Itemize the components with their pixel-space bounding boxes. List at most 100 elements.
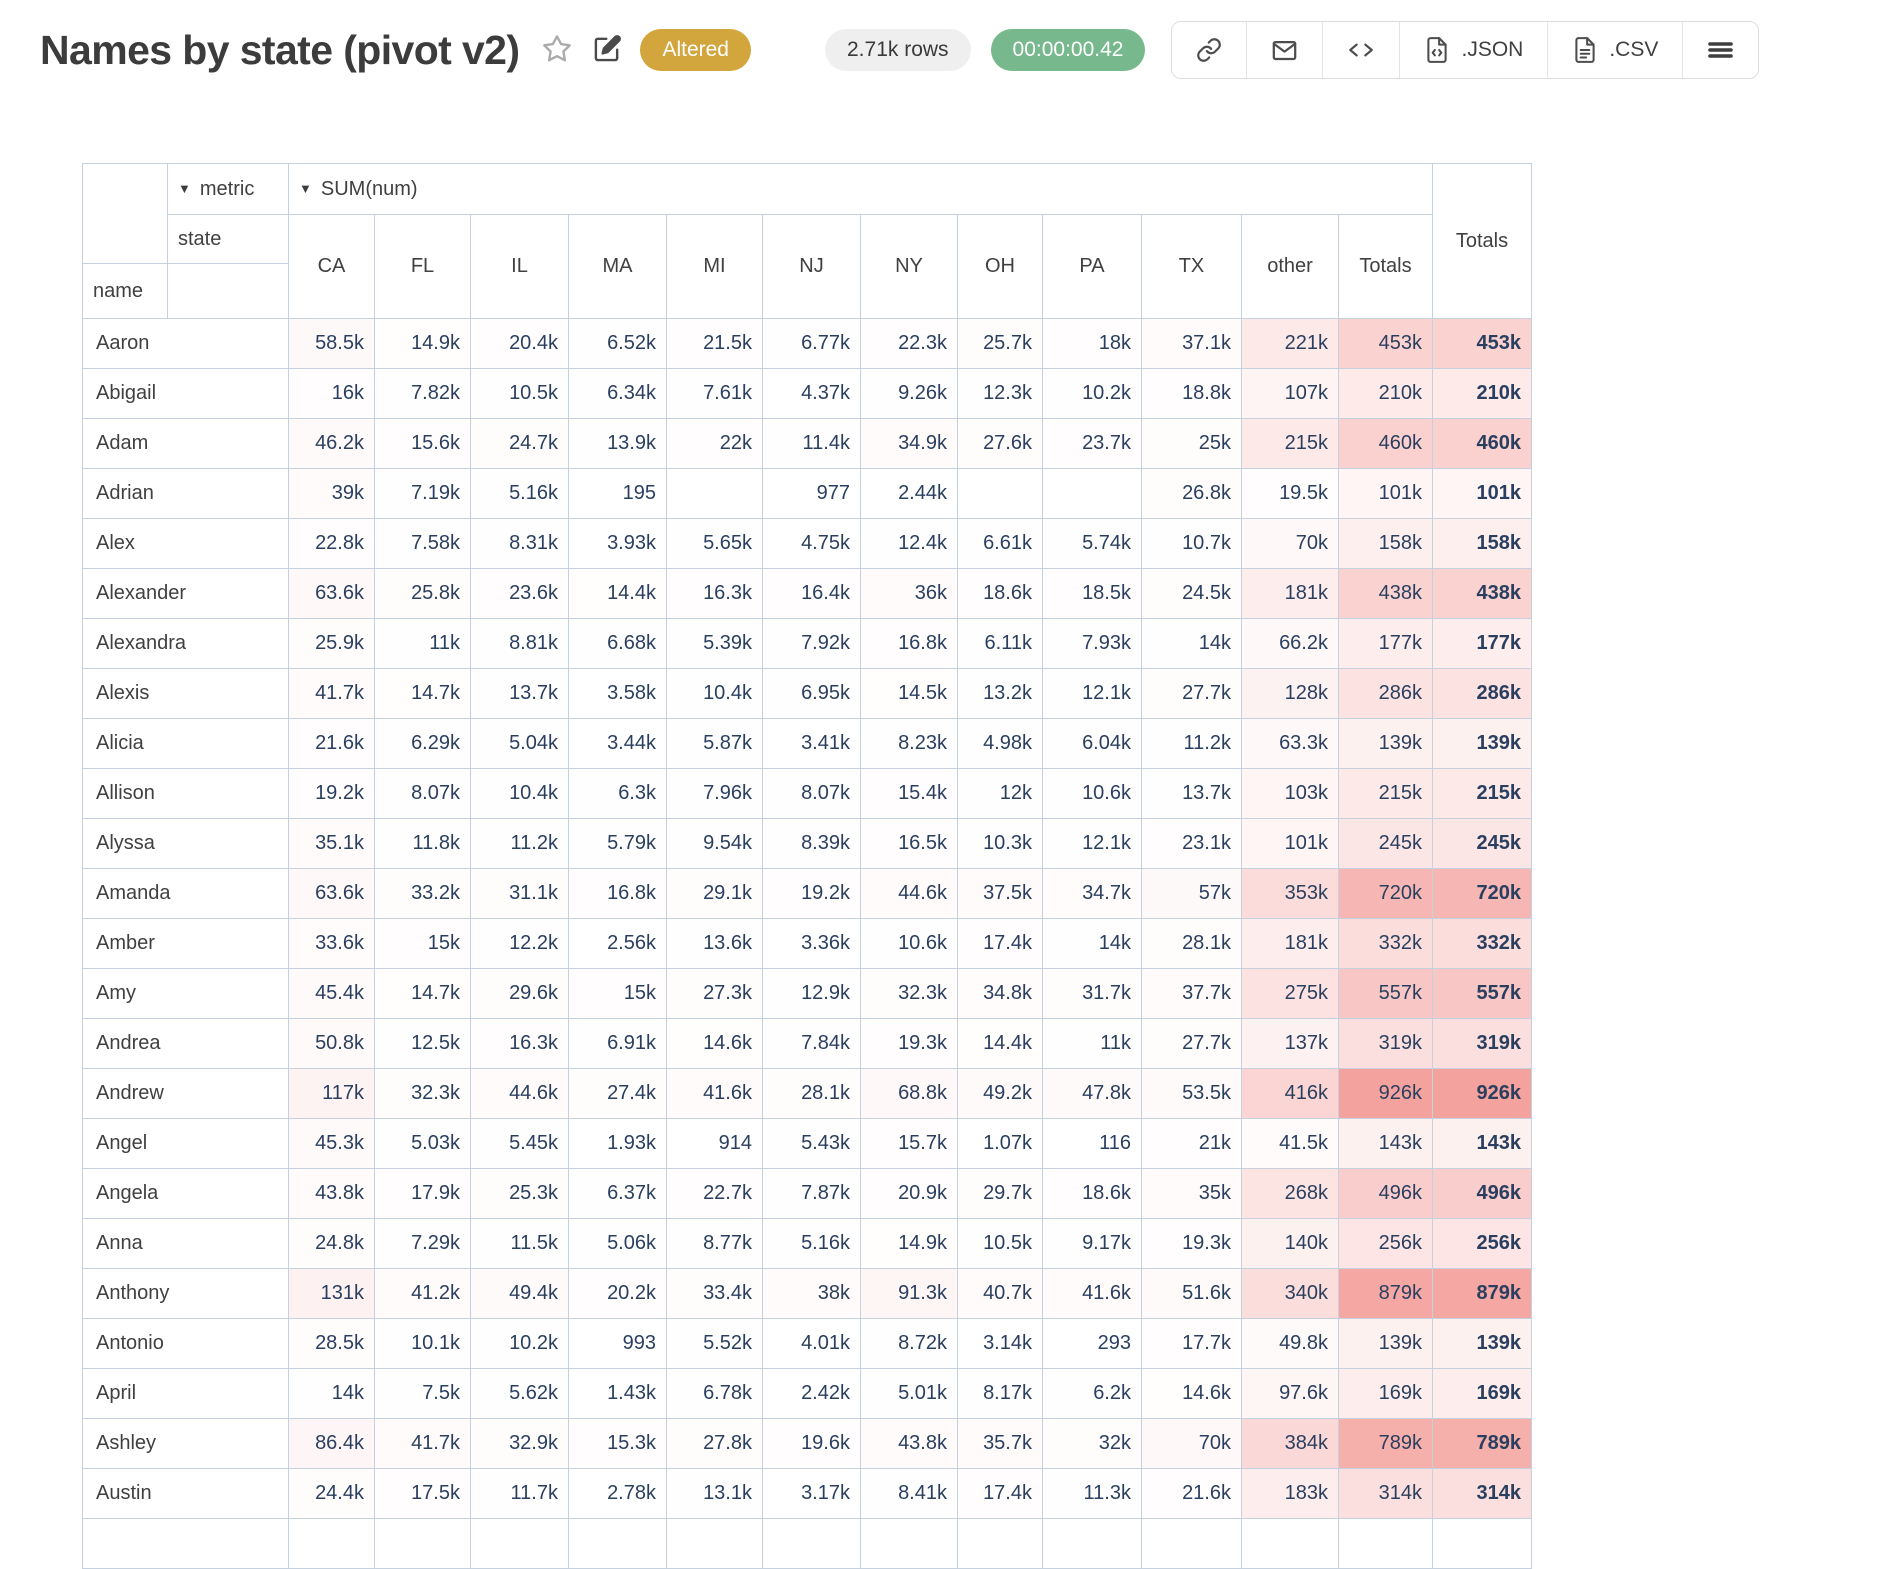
- value-cell: 143k: [1338, 1118, 1433, 1169]
- export-csv-button[interactable]: .CSV: [1547, 22, 1683, 78]
- value-cell: 1.93k: [568, 1118, 667, 1169]
- value-cell: 139k: [1338, 1318, 1433, 1369]
- state-axis-label[interactable]: state: [167, 214, 289, 264]
- value-cell: 3.14k: [957, 1318, 1043, 1369]
- table-row: Angel 45.3k 5.03k 5.45k 1.93k 914 5.43k 15.7k 1.…: [82, 1118, 1532, 1169]
- column-header-pa: PA: [1042, 214, 1142, 319]
- value-cell: 177k: [1338, 618, 1433, 669]
- row-total-cell: 101k: [1432, 468, 1532, 519]
- page-title: Names by state (pivot v2): [40, 26, 520, 73]
- value-cell: 57k: [1141, 868, 1242, 919]
- row-total-cell: 319k: [1432, 1018, 1532, 1069]
- value-cell: 9.26k: [860, 368, 958, 419]
- value-cell: 33.4k: [666, 1268, 763, 1319]
- metric-dropdown[interactable]: ▼ metric: [167, 163, 289, 215]
- metric-value-dropdown[interactable]: ▼ SUM(num): [288, 163, 1433, 215]
- value-cell: 20.9k: [860, 1168, 958, 1219]
- value-cell: [762, 1518, 861, 1569]
- value-cell: 1.43k: [568, 1368, 667, 1419]
- value-cell: 256k: [1338, 1218, 1433, 1269]
- value-cell: 35k: [1141, 1168, 1242, 1219]
- value-cell: [860, 1518, 958, 1569]
- value-cell: 13.9k: [568, 418, 667, 469]
- value-cell: 63.3k: [1241, 718, 1339, 769]
- value-cell: 5.62k: [470, 1368, 569, 1419]
- row-label: Angel: [82, 1118, 289, 1169]
- value-cell: 7.29k: [374, 1218, 471, 1269]
- column-header-ma: MA: [568, 214, 667, 319]
- value-cell: 6.77k: [762, 318, 861, 369]
- table-row: Adrian 39k 7.19k 5.16k 195 977 2.44k 26.8k 19.5k…: [82, 468, 1532, 519]
- value-cell: [288, 1518, 375, 1569]
- value-cell: 46.2k: [288, 418, 375, 469]
- value-cell: 11.2k: [1141, 718, 1242, 769]
- value-cell: 63.6k: [288, 568, 375, 619]
- value-cell: 11k: [374, 618, 471, 669]
- more-options-button[interactable]: [1682, 22, 1759, 78]
- value-cell: 39k: [288, 468, 375, 519]
- code-icon: [1347, 37, 1375, 63]
- value-cell: 3.93k: [568, 518, 667, 569]
- value-cell: 332k: [1338, 918, 1433, 969]
- value-cell: 169k: [1338, 1368, 1433, 1419]
- value-cell: 10.4k: [666, 668, 763, 719]
- value-cell: 35.1k: [288, 818, 375, 869]
- value-cell: 19.3k: [1141, 1218, 1242, 1269]
- value-cell: 13.1k: [666, 1468, 763, 1519]
- value-cell: 10.5k: [470, 368, 569, 419]
- value-cell: 68.8k: [860, 1068, 958, 1119]
- value-cell: 131k: [288, 1268, 375, 1319]
- value-cell: 15.6k: [374, 418, 471, 469]
- value-cell: 34.7k: [1042, 868, 1142, 919]
- grand-totals-column-header: Totals: [1432, 163, 1532, 319]
- value-cell: 50.8k: [288, 1018, 375, 1069]
- table-row: Ashley 86.4k 41.7k 32.9k 15.3k 27.8k 19.6k 43.8…: [82, 1418, 1532, 1469]
- value-cell: 34.8k: [957, 968, 1043, 1019]
- value-cell: 6.2k: [1042, 1368, 1142, 1419]
- value-cell: 10.6k: [860, 918, 958, 969]
- value-cell: 7.84k: [762, 1018, 861, 1069]
- favorite-star-button[interactable]: [541, 33, 573, 68]
- value-cell: 117k: [288, 1068, 375, 1119]
- value-cell: [1338, 1518, 1433, 1569]
- value-cell: 14.9k: [860, 1218, 958, 1269]
- value-cell: 8.72k: [860, 1318, 958, 1369]
- value-cell: 8.41k: [860, 1468, 958, 1519]
- value-cell: 9.17k: [1042, 1218, 1142, 1269]
- value-cell: 101k: [1241, 818, 1339, 869]
- value-cell: 13.7k: [470, 668, 569, 719]
- value-cell: 128k: [1241, 668, 1339, 719]
- column-header-oh: OH: [957, 214, 1043, 319]
- execution-time-badge: 00:00:00.42: [990, 29, 1146, 71]
- value-cell: 18.8k: [1141, 368, 1242, 419]
- table-row: Anna 24.8k 7.29k 11.5k 5.06k 8.77k 5.16k 14.9k 1…: [82, 1218, 1532, 1269]
- value-cell: 789k: [1338, 1418, 1433, 1469]
- table-row: Alyssa 35.1k 11.8k 11.2k 5.79k 9.54k 8.39k 16.5…: [82, 818, 1532, 869]
- table-row: Aaron 58.5k 14.9k 20.4k 6.52k 21.5k 6.77k 22.3k…: [82, 318, 1532, 369]
- row-total-cell: 256k: [1432, 1218, 1532, 1269]
- embed-code-button[interactable]: [1322, 22, 1400, 78]
- row-total-cell: 245k: [1432, 818, 1532, 869]
- row-label: Alex: [82, 518, 289, 569]
- value-cell: 6.68k: [568, 618, 667, 669]
- name-axis-label[interactable]: name: [82, 263, 168, 319]
- export-json-button[interactable]: .JSON: [1399, 22, 1548, 78]
- value-cell: 29.1k: [666, 868, 763, 919]
- edit-title-button[interactable]: [593, 34, 622, 66]
- value-cell: 17.4k: [957, 918, 1043, 969]
- value-cell: 37.7k: [1141, 968, 1242, 1019]
- value-cell: 14k: [1141, 618, 1242, 669]
- value-cell: [1241, 1518, 1339, 1569]
- table-row: Alicia 21.6k 6.29k 5.04k 3.44k 5.87k 3.41k 8.23…: [82, 718, 1532, 769]
- table-row: Austin 24.4k 17.5k 11.7k 2.78k 13.1k 3.17k 8.41…: [82, 1468, 1532, 1519]
- value-cell: 47.8k: [1042, 1068, 1142, 1119]
- value-cell: 19.2k: [288, 768, 375, 819]
- row-label: Andrew: [82, 1068, 289, 1119]
- row-total-cell: 557k: [1432, 968, 1532, 1019]
- value-cell: 23.1k: [1141, 818, 1242, 869]
- value-cell: 25.3k: [470, 1168, 569, 1219]
- share-link-button[interactable]: [1172, 22, 1247, 78]
- value-cell: 17.5k: [374, 1468, 471, 1519]
- edit-icon: [593, 34, 622, 66]
- email-button[interactable]: [1246, 22, 1323, 78]
